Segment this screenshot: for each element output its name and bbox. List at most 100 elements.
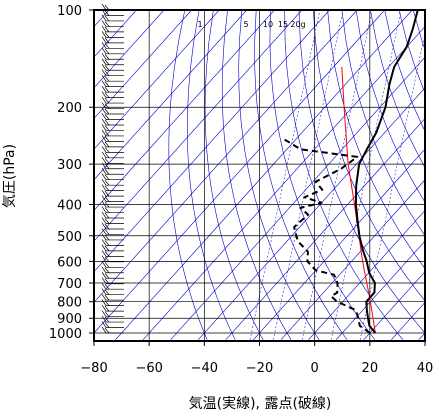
wind-barb <box>101 304 124 312</box>
wind-barb <box>101 162 124 170</box>
wind-barb <box>101 261 124 268</box>
isotherm-line <box>94 10 192 119</box>
isotherm-line <box>197 87 425 341</box>
y-tick-label: 1000 <box>49 327 82 342</box>
wind-barb <box>101 14 124 22</box>
wind-barb <box>101 53 124 60</box>
isotherm-line <box>363 271 425 341</box>
wind-barb <box>101 102 124 109</box>
dry-adiabat-line <box>168 10 208 340</box>
wind-barb <box>101 217 124 224</box>
grid-lines <box>94 10 425 341</box>
isotherm-line <box>142 26 425 341</box>
dry-adiabat-line <box>313 10 425 302</box>
dry-adiabat-line <box>269 10 376 340</box>
wind-barb <box>101 228 124 235</box>
dewpoint-curve <box>282 137 371 334</box>
x-tick-label: −40 <box>191 361 218 376</box>
wind-barb <box>101 233 124 241</box>
mixing-ratio-label: 20g <box>290 20 305 29</box>
dry-adiabat-line <box>298 10 425 334</box>
mixing-ratio-label: 5 <box>243 20 248 29</box>
parcel-line <box>341 66 376 334</box>
wind-barb <box>101 239 124 246</box>
dry-adiabat-line <box>284 10 404 340</box>
isotherm-line <box>170 56 425 341</box>
wind-barbs <box>101 3 124 334</box>
wind-barb <box>101 255 124 263</box>
wind-barb <box>101 288 124 296</box>
sounding-series <box>282 10 419 334</box>
wind-barb <box>101 206 124 213</box>
wind-barb <box>101 173 124 181</box>
wind-barb <box>101 211 124 219</box>
wind-barb <box>101 25 124 33</box>
dry-adiabat-line <box>341 10 425 237</box>
isotherm-line <box>253 148 425 341</box>
wind-barb <box>101 168 124 175</box>
dry-adiabat-line <box>204 10 264 340</box>
wind-barb <box>101 293 124 301</box>
wind-barb <box>101 277 124 285</box>
isotherm-line <box>308 209 425 341</box>
isotherm-line <box>94 10 330 273</box>
parcel-curve <box>341 66 376 334</box>
isotherm-line <box>94 10 303 242</box>
x-axis-title: 気温(実線), 露点(破線) <box>189 396 332 412</box>
mixing-ratio-line <box>359 32 425 340</box>
adiabat-lines <box>94 10 425 341</box>
wind-barb <box>101 64 124 71</box>
wind-barb <box>101 146 124 153</box>
y-tick-label: 200 <box>57 101 82 116</box>
mixing-ratio-line <box>272 10 344 340</box>
wind-barb <box>101 266 124 274</box>
wind-barb <box>101 129 124 137</box>
x-tick-label: 20 <box>362 361 379 376</box>
wind-barb <box>101 315 124 323</box>
dry-adiabat-line <box>186 10 236 340</box>
wind-barb <box>101 184 124 192</box>
wind-barb <box>101 283 124 290</box>
y-axis-title: 気圧(hPa) <box>2 144 18 208</box>
wind-barb <box>101 321 124 328</box>
x-axis-ticks: −80 −60 −40 −20 0 20 40 <box>80 341 433 376</box>
x-tick-label: 40 <box>417 361 434 376</box>
isotherm-line <box>335 240 425 341</box>
isotherm-line <box>94 10 275 211</box>
wind-barb <box>101 58 124 66</box>
isotherm-line <box>225 118 425 341</box>
wind-barb <box>101 74 124 82</box>
isotherm-line <box>94 10 165 89</box>
wind-barb <box>101 151 124 159</box>
wind-barb <box>101 195 124 202</box>
mixing-ratio-line <box>249 10 321 340</box>
isotherm-line <box>280 179 425 341</box>
mixing-ratio-label: 1 <box>197 20 202 29</box>
wind-barb <box>101 299 124 306</box>
wind-barb <box>101 250 124 257</box>
y-tick-label: 100 <box>57 4 82 19</box>
isotherm-line <box>115 10 413 341</box>
wind-barb <box>101 189 124 197</box>
dry-adiabat-line <box>238 10 320 340</box>
wind-barb <box>101 113 124 120</box>
mixing-ratio-labels: 1 5 10 15 20g <box>197 20 305 29</box>
wind-barb <box>101 135 124 142</box>
y-tick-label: 700 <box>57 277 82 292</box>
wind-barb <box>101 20 124 27</box>
wind-barb <box>101 69 124 77</box>
wind-barb <box>101 326 124 334</box>
wind-barb <box>101 42 124 49</box>
y-tick-label: 500 <box>57 230 82 245</box>
x-tick-label: −20 <box>246 361 273 376</box>
temperature-curve <box>354 10 419 334</box>
y-tick-label: 400 <box>57 198 82 213</box>
isotherm-line <box>94 10 248 181</box>
isotherm-line <box>94 10 385 334</box>
dry-adiabat-line <box>327 10 425 270</box>
wind-barb <box>101 96 124 104</box>
wind-barb <box>101 200 124 208</box>
wind-barb <box>101 80 124 87</box>
